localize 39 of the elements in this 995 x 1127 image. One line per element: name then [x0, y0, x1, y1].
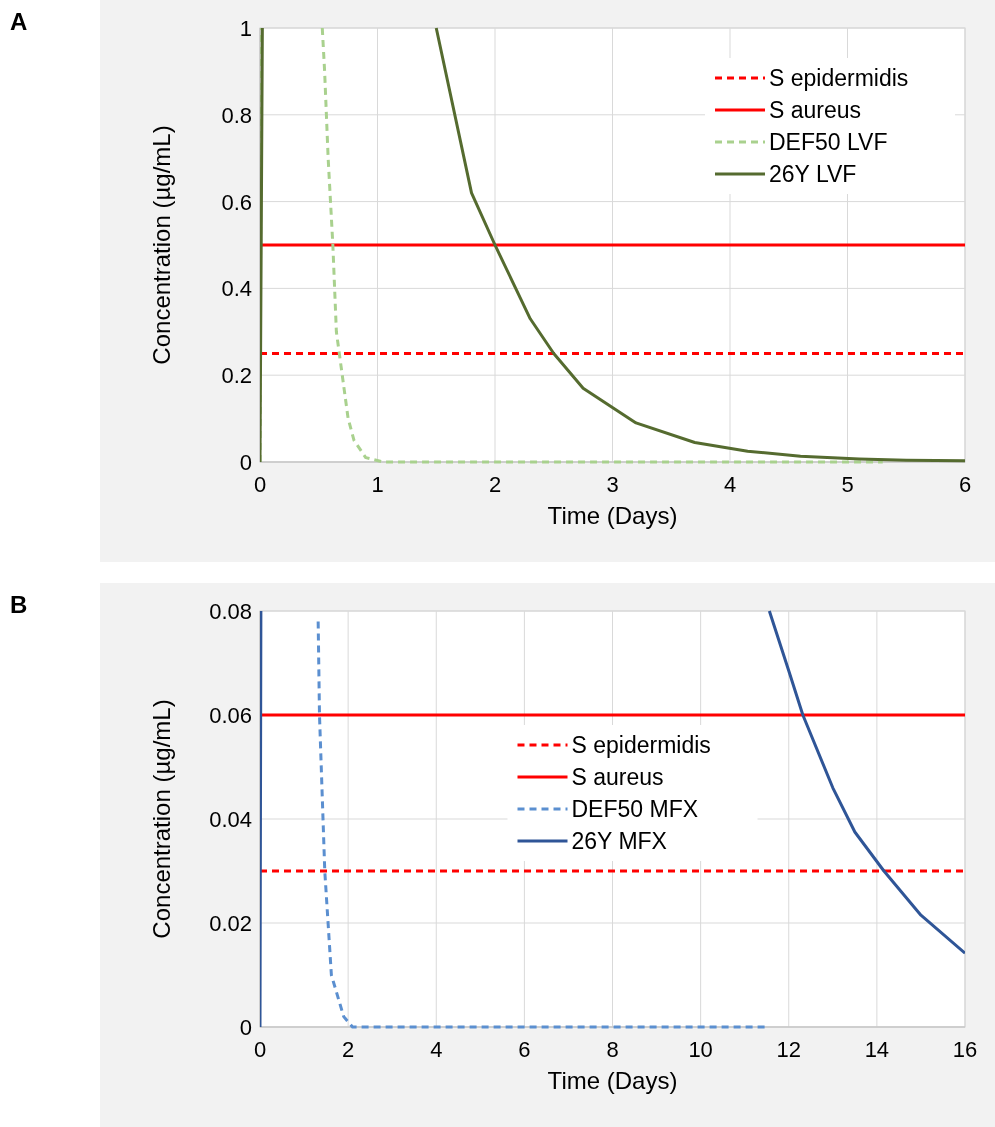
x-axis-title: Time (Days) — [547, 1067, 678, 1094]
x-tick-label: 16 — [952, 1037, 978, 1062]
x-tick-label: 8 — [606, 1037, 619, 1062]
legend-label: S aureus — [571, 764, 664, 790]
y-tick-label: 0.2 — [221, 363, 252, 389]
x-tick-label: 4 — [723, 472, 737, 497]
y-axis-title: Concentration (µg/mL) — [148, 699, 175, 939]
y-tick-label: 0.06 — [209, 703, 252, 728]
legend-label: S aureus — [769, 97, 862, 123]
y-tick-label: 0.4 — [221, 276, 252, 302]
y-tick-label: 0 — [239, 450, 252, 475]
x-tick-label: 2 — [342, 1037, 355, 1062]
text: B — [10, 591, 28, 618]
x-tick-label: 10 — [688, 1037, 713, 1062]
y-tick-label: 0.04 — [209, 807, 252, 832]
y-tick-label: 0.8 — [221, 102, 252, 128]
x-tick-label: 5 — [841, 472, 854, 497]
x-axis-title: Time (Days) — [547, 502, 678, 529]
legend-label: DEF50 LVF — [769, 129, 888, 155]
text: A — [10, 8, 28, 35]
x-tick-label: 12 — [776, 1037, 801, 1062]
legend-label: S epidermidis — [769, 65, 909, 91]
x-tick-label: 6 — [958, 472, 972, 497]
x-tick-label: 2 — [488, 472, 502, 497]
y-tick-label: 0 — [239, 1015, 252, 1040]
y-tick-label: 0.6 — [221, 189, 252, 215]
x-tick-label: 1 — [371, 472, 384, 497]
y-tick-label: 0.02 — [209, 911, 252, 936]
legend-label: 26Y LVF — [769, 161, 857, 187]
legend-label: S epidermidis — [571, 732, 711, 758]
legend-label: 26Y MFX — [571, 828, 667, 854]
legend-label: DEF50 MFX — [571, 796, 699, 822]
x-tick-label: 6 — [518, 1037, 531, 1062]
x-tick-label: 3 — [606, 472, 619, 497]
x-tick-label: 4 — [430, 1037, 443, 1062]
y-tick-label: 0.08 — [209, 599, 252, 624]
x-tick-label: 14 — [864, 1037, 890, 1062]
y-tick-label: 1 — [239, 16, 252, 41]
y-axis-title: Concentration (µg/mL) — [148, 125, 175, 365]
